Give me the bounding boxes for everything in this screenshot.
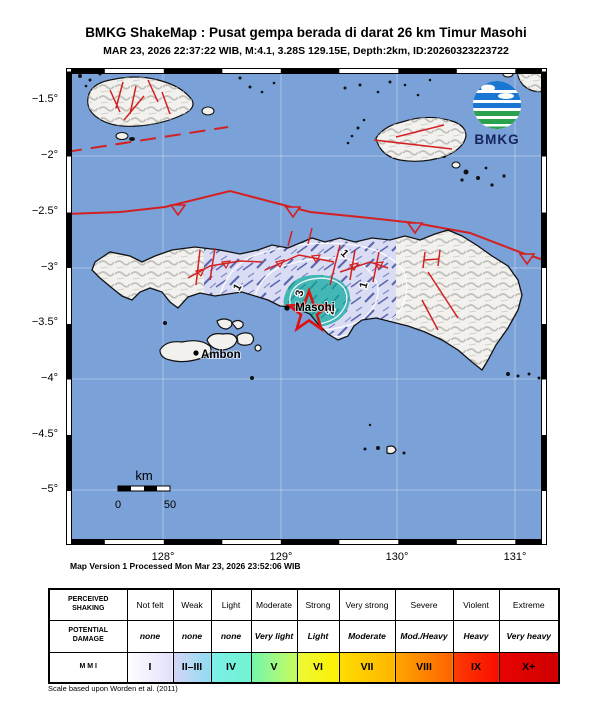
island-northeast xyxy=(373,116,467,162)
x-tick: 128° xyxy=(151,551,175,563)
legend-header-damage-line2: DAMAGE xyxy=(72,636,104,643)
damage-cell: Very heavy xyxy=(498,619,560,653)
mmi-cell: VII xyxy=(338,651,396,684)
shaking-cell: Weak xyxy=(172,588,212,621)
mmi-cell: X+ xyxy=(498,651,560,684)
scale-start: 0 xyxy=(115,499,121,511)
legend-row-mmi: M M I I II–III IV V VI VII VIII IX X+ xyxy=(48,651,560,684)
contour-label-2: 2 xyxy=(324,307,337,316)
page-title: BMKG ShakeMap : Pusat gempa berada di da… xyxy=(85,25,527,40)
damage-cell: none xyxy=(126,619,174,653)
island-buru xyxy=(87,76,194,127)
legend-row-shaking: PERCEIVED SHAKING Not felt Weak Light Mo… xyxy=(48,588,560,621)
y-tick: −3.5° xyxy=(31,316,58,328)
island-ambon-group xyxy=(159,318,262,363)
legend-header-shaking: PERCEIVED SHAKING xyxy=(48,588,128,621)
city-markers: Masohi Ambon xyxy=(193,301,336,362)
contour-label-3: 3 xyxy=(293,289,306,298)
legend-header-shaking-line1: PERCEIVED xyxy=(68,596,109,603)
damage-cell: Very light xyxy=(250,619,298,653)
small-islands xyxy=(78,72,541,455)
y-tick: −3° xyxy=(41,261,58,273)
damage-cell: none xyxy=(210,619,252,653)
shaking-cell: Strong xyxy=(296,588,340,621)
shaking-cell: Moderate xyxy=(250,588,298,621)
damage-cell: Heavy xyxy=(452,619,500,653)
scale-end: 50 xyxy=(164,499,176,511)
y-tick: −2° xyxy=(41,149,58,161)
thrust-teeth xyxy=(169,204,536,266)
mmi-cell: VIII xyxy=(394,651,454,684)
mmi-legend-table: PERCEIVED SHAKING Not felt Weak Light Mo… xyxy=(48,588,560,684)
map-frame-right xyxy=(541,68,547,545)
page-subtitle: MAR 23, 2026 22:37:22 WIB, M:4.1, 3.28S … xyxy=(103,45,509,57)
shaking-cell: Extreme xyxy=(498,588,560,621)
damage-cell: Mod./Heavy xyxy=(394,619,454,653)
x-tick: 131° xyxy=(503,551,527,563)
mmi-cell: IV xyxy=(210,651,252,684)
mmi-cell: I xyxy=(126,651,174,684)
shaking-cell: Violent xyxy=(452,588,500,621)
seram-faults xyxy=(187,227,459,331)
bmkg-logo-text: BMKG xyxy=(474,132,519,147)
x-tick: 130° xyxy=(385,551,409,563)
scale-bar: km 0 50 xyxy=(115,468,176,511)
map-frame-top xyxy=(66,68,547,74)
mmi-cell: VI xyxy=(296,651,340,684)
mmi-cell: V xyxy=(250,651,298,684)
x-tick: 129° xyxy=(269,551,293,563)
y-tick: −2.5° xyxy=(31,205,58,217)
shaking-cell: Severe xyxy=(394,588,454,621)
damage-cell: none xyxy=(172,619,212,653)
legend-row-damage: POTENTIAL DAMAGE none none none Very lig… xyxy=(48,619,560,653)
y-tick: −1.5° xyxy=(31,93,58,105)
legend-header-damage: POTENTIAL DAMAGE xyxy=(48,619,128,653)
map-frame-bottom xyxy=(66,539,547,545)
y-tick: −5° xyxy=(41,483,58,495)
shaking-cell: Light xyxy=(210,588,252,621)
map-frame-left xyxy=(66,68,72,545)
legend-header-mmi: M M I xyxy=(48,651,128,684)
mmi-cell: IX xyxy=(452,651,500,684)
scale-unit: km xyxy=(135,468,152,483)
city-label-ambon: Ambon xyxy=(201,349,241,361)
epicenter-star xyxy=(285,287,333,333)
y-tick: −4.5° xyxy=(31,428,58,440)
damage-cell: Light xyxy=(296,619,340,653)
shakemap-canvas: 3 2 1 1 1 Masohi Ambon km 0 50 xyxy=(66,68,547,545)
contour-label-1c: 1 xyxy=(357,281,370,290)
plate-boundary-faults xyxy=(66,126,547,266)
legend-header-shaking-line2: SHAKING xyxy=(72,604,105,612)
legend-header-damage-line1: POTENTIAL xyxy=(68,627,109,635)
mmi-cell: II–III xyxy=(172,651,212,684)
shaking-cell: Not felt xyxy=(126,588,174,621)
scale-footnote: Scale based upon Worden et al. (2011) xyxy=(48,684,178,693)
shaking-cell: Very strong xyxy=(338,588,396,621)
damage-cell: Moderate xyxy=(338,619,396,653)
bmkg-logo-icon: BMKG xyxy=(473,81,521,147)
map-version-caption: Map Version 1 Processed Mon Mar 23, 2026… xyxy=(70,561,301,571)
city-label-masohi: Masohi xyxy=(295,302,335,314)
y-tick: −4° xyxy=(41,372,58,384)
